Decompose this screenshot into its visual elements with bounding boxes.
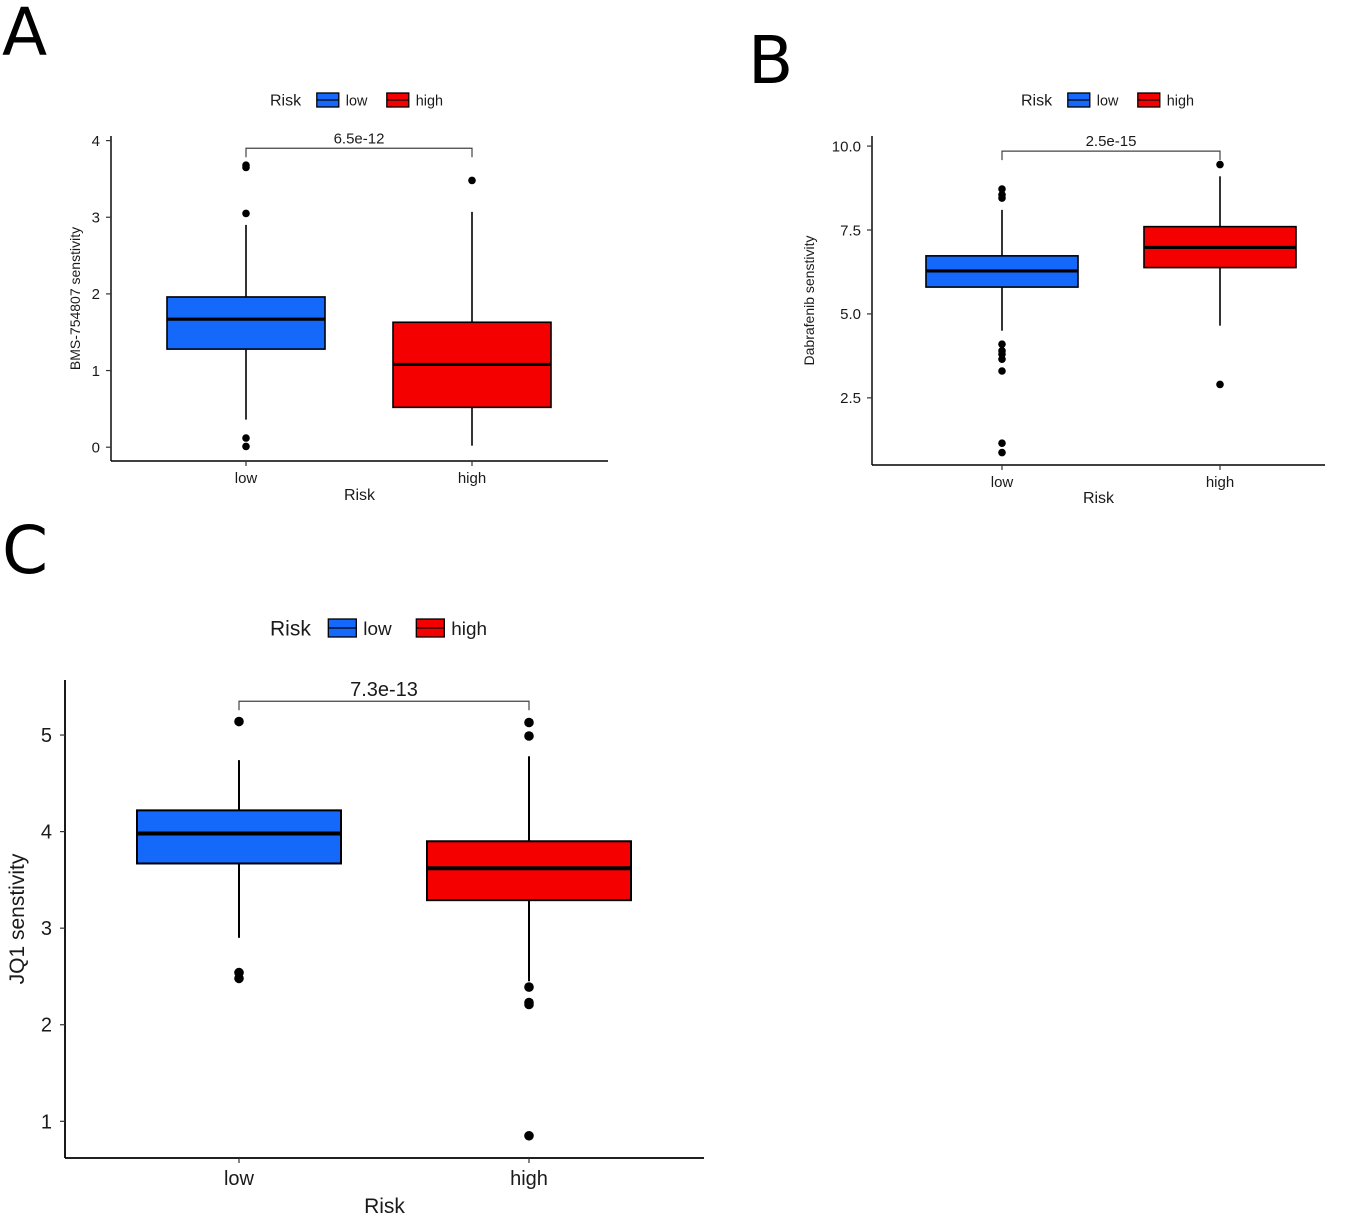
panel-a-box-low-outlier [242,442,250,451]
panel-c-legend-title: Risk [270,617,311,640]
panel-a-x-tick-label-low: low [235,470,258,487]
panel-b-box-low-outlier [998,355,1006,364]
panel-c-y-tick-label: 1 [41,1111,52,1133]
panel-b-box-low-outlier [998,448,1006,457]
panel-c-box-high-outlier [524,717,534,728]
panel-c-box-high-outlier [524,999,534,1010]
panel-b-legend-label-high: high [1167,93,1194,109]
panel-b-significance-bracket [1001,150,1221,161]
panel-c-y-tick-label: 3 [41,918,52,940]
panel-b-box-high-outlier [1216,380,1224,389]
panel-b-x-axis-title: Risk [1083,490,1115,507]
panel-c-p-value-label: 7.3e-13 [350,679,418,701]
panel-b-box-low-outlier [998,194,1006,202]
panel-a-y-tick-label: 4 [92,133,100,150]
panel-c-box-high-outlier [524,1130,534,1141]
panel-c-box-low [136,809,342,865]
panel-c-box-high-outlier [524,731,534,741]
panel-a-legend-label-low: low [346,93,368,109]
panel-c-x-axis-title: Risk [364,1195,405,1218]
panel-b-x-tick-label-low: low [991,474,1014,491]
panel-a-box-low-outlier [242,434,250,442]
panel-c-significance-bracket [238,700,530,711]
panel-c-box-low-outlier [234,716,244,727]
panel-a-box-low [166,296,326,350]
panel-b-p-value-label: 2.5e-15 [1086,133,1137,150]
panel-a-box-high-outlier [468,176,476,185]
panel-a-significance-bracket [245,147,473,158]
panel-b-box-high-outlier [1216,160,1224,169]
panel-b-y-tick-label: 5.0 [840,306,861,323]
panel-c-box-high [426,840,632,902]
panel-b-box-low-outlier [998,185,1006,193]
panel-b-y-tick-label: 2.5 [840,390,861,407]
panel-b-box-low-outlier [998,340,1006,348]
panel-a-legend-label-high: high [416,93,443,109]
panel-label-c: C [2,512,49,589]
panel-c-box-low-outlier [234,973,244,984]
panel-c-x-tick-label-high: high [510,1168,548,1190]
panel-c-y-tick-label: 2 [41,1015,52,1037]
panel-b-y-tick-label: 7.5 [840,222,861,239]
panel-c-legend-label-high: high [451,619,487,640]
panel-a-y-tick-label: 3 [92,210,100,227]
panel-a-y-tick-label: 0 [92,439,100,456]
panel-b-legend-title: Risk [1021,93,1053,110]
panel-b-y-tick-label: 10.0 [832,138,861,155]
panel-c-y-tick-label: 5 [41,725,52,747]
panel-a-y-axis-title: BMS-754807 senstivity [67,227,83,370]
panel-a-legend-title: Risk [270,93,302,110]
panel-c-y-tick-label: 4 [41,822,52,844]
panel-b-x-tick-label-high: high [1206,474,1234,491]
panel-b-legend-label-low: low [1097,93,1119,109]
panel-c-box-high-outlier [524,982,534,992]
panel-c-legend-label-low: low [363,619,392,640]
panel-a-box-low-outlier [242,209,250,218]
panel-c-x-tick-label-low: low [224,1168,255,1190]
panel-label-a: A [2,0,48,71]
panel-c-y-axis-title: JQ1 senstivity [6,853,29,984]
panel-b-box-low-outlier [998,367,1006,375]
panel-a-x-axis-title: Risk [344,487,376,504]
panel-b-box-low-outlier [998,439,1006,447]
panel-b-y-axis-title: Dabrafenib senstivity [801,236,817,366]
panel-a-p-value-label: 6.5e-12 [334,130,385,147]
panel-a-y-tick-label: 1 [92,363,100,380]
panel-a-box-low-outlier [242,163,250,172]
panel-label-b: B [748,22,794,99]
panel-a-y-tick-label: 2 [92,286,100,303]
panel-a-x-tick-label-high: high [458,470,486,487]
